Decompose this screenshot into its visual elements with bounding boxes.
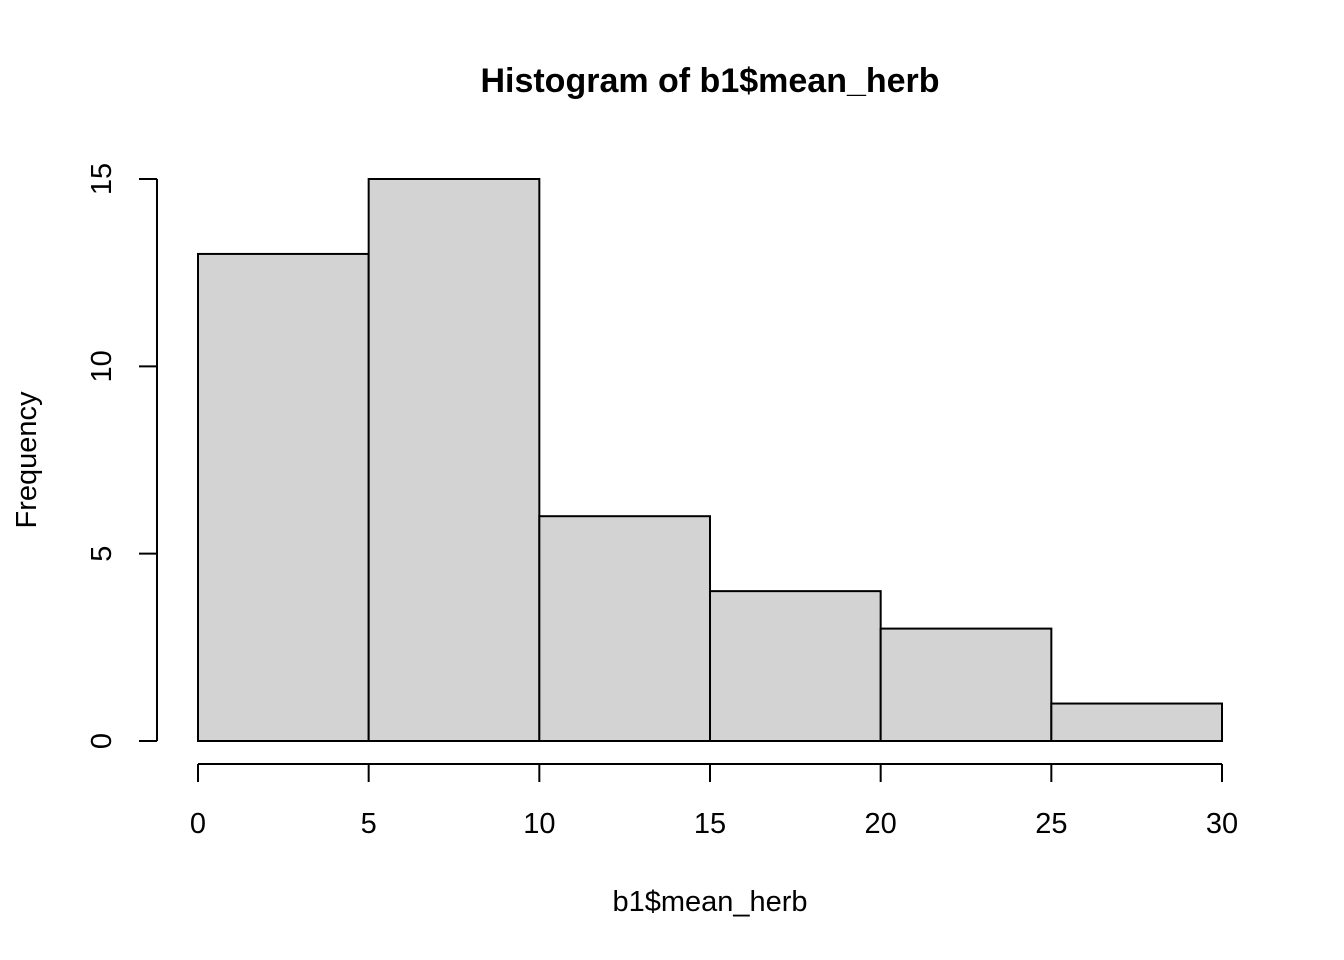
y-tick-label: 0 (86, 733, 118, 749)
histogram-bar (1050, 702, 1224, 742)
histogram-bars (197, 178, 1224, 743)
x-tick-label: 5 (361, 808, 377, 840)
histogram-bar (709, 590, 882, 743)
histogram-bar (879, 627, 1053, 742)
x-tick-label: 25 (1035, 808, 1067, 840)
x-tick-label: 20 (865, 808, 897, 840)
chart-title: Histogram of b1$mean_herb (480, 62, 939, 100)
y-axis: 0 5 10 15 (86, 163, 158, 749)
histogram-bar (538, 515, 711, 743)
x-tick-label: 0 (190, 808, 206, 840)
histogram-bar (367, 178, 541, 742)
x-axis: 0 5 10 15 20 25 30 (190, 763, 1238, 840)
x-tick-label: 15 (694, 808, 726, 840)
y-tick-label: 5 (86, 546, 118, 562)
y-axis-title: Frequency (11, 391, 43, 529)
histogram-bar (197, 252, 370, 743)
y-tick-label: 10 (86, 350, 118, 382)
x-axis-title: b1$mean_herb (612, 886, 807, 918)
x-tick-label: 10 (523, 808, 555, 840)
x-tick-label: 30 (1206, 808, 1238, 840)
y-tick-label: 15 (86, 163, 118, 195)
